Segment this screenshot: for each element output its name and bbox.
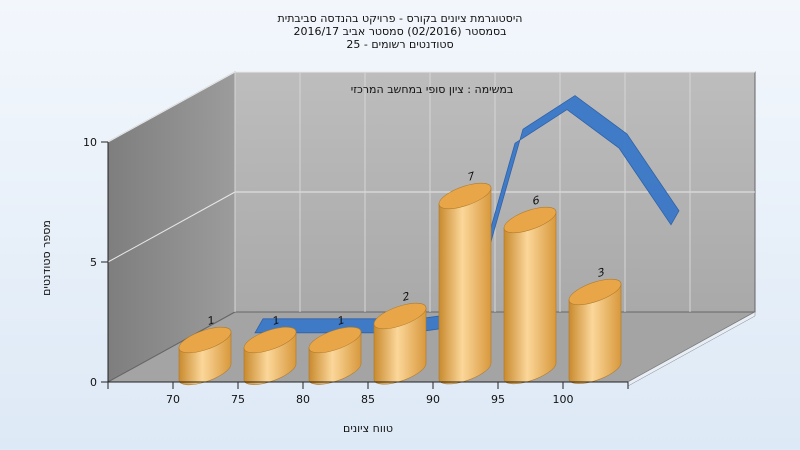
bar-body: [438, 187, 492, 385]
data-labels: 1 1 1 2 7 6 3: [207, 169, 604, 328]
title-line-3: סטודנטים רשומים - 25: [346, 38, 453, 51]
bar-top: [373, 302, 427, 330]
grid-line: [107, 191, 236, 263]
data-label: 6: [532, 193, 539, 208]
bar: [373, 302, 427, 385]
bar: [568, 278, 622, 384]
x-tick-label: 70: [166, 393, 180, 406]
y-tick-label: 0: [90, 376, 97, 389]
x-tick-label: 95: [491, 393, 505, 406]
x-tick-label: 85: [361, 393, 375, 406]
bar: [503, 206, 557, 385]
bar: [308, 326, 362, 385]
bars: [178, 182, 622, 386]
x-tick-label: 90: [426, 393, 440, 406]
x-tick-label: 100: [553, 393, 574, 406]
bar-top: [438, 182, 492, 210]
data-label: 2: [402, 289, 409, 304]
chart-subtitle: במשימה : ציון סופי במחשב המרכזי: [351, 83, 514, 96]
bar-top: [178, 326, 232, 354]
grid-line: [107, 71, 236, 143]
title-line-1: היסטוגרמת ציונים בקורס - פרויקט בהנדסה ס…: [278, 12, 523, 25]
y-axis: 0 5 10: [83, 136, 109, 389]
title-line-2: בסמסטר (02/2016) סמסטר אביב 2016/17: [293, 25, 506, 38]
bar-top: [503, 206, 557, 234]
data-label: 1: [207, 313, 214, 328]
x-tick-label: 80: [296, 393, 310, 406]
x-axis-title: טווח ציונים: [343, 422, 393, 435]
bar-body: [503, 211, 557, 385]
data-label: 3: [597, 265, 604, 280]
grid-lines: [107, 71, 755, 312]
bar-top: [243, 326, 297, 354]
bar-top: [308, 326, 362, 354]
y-axis-title: מספר סטודנטים: [40, 220, 53, 296]
bar-top: [568, 278, 622, 306]
data-label: 1: [272, 313, 279, 328]
x-axis: 70 75 80 85 90 95 100: [107, 381, 629, 406]
data-label: 7: [467, 169, 474, 184]
x-tick-label: 75: [231, 393, 245, 406]
bar: [243, 326, 297, 385]
y-tick-label: 5: [90, 256, 97, 269]
y-tick-label: 10: [83, 136, 97, 149]
bar: [178, 326, 232, 386]
bar: [438, 182, 492, 385]
data-label: 1: [337, 313, 344, 328]
